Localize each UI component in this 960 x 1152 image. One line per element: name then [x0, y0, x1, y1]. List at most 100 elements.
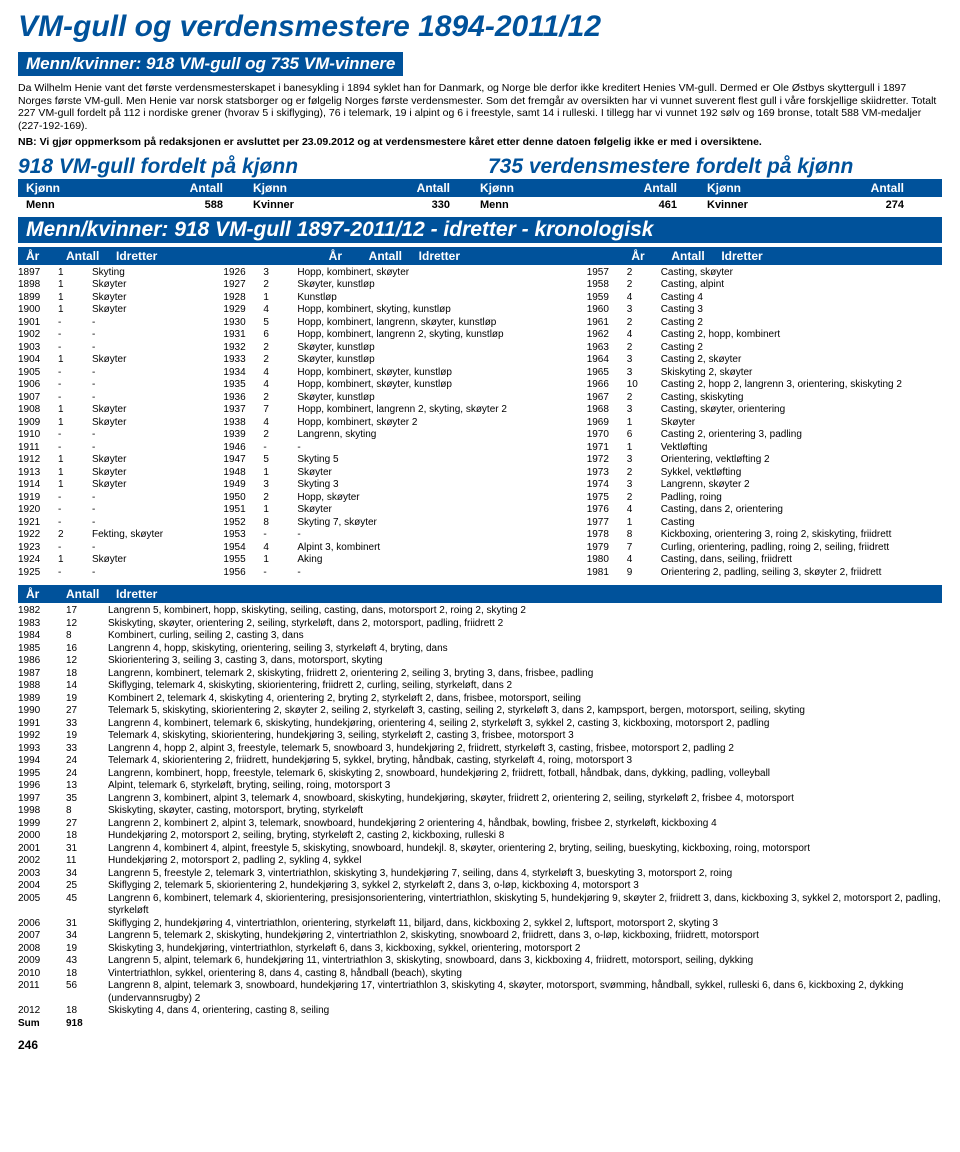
table-row: 19344Hopp, kombinert, skøyter, kunstløp: [223, 367, 578, 380]
table-row: 19788Kickboxing, orientering 3, roing 2,…: [587, 529, 942, 542]
table-row: 19752Padling, roing: [587, 492, 942, 505]
table-row: 19643Casting 2, skøyter: [587, 354, 942, 367]
table-row: 19377Hopp, kombinert, langrenn 2, skytin…: [223, 404, 578, 417]
wide-table: 198217Langrenn 5, kombinert, hopp, skisk…: [18, 605, 942, 1030]
table-row: 19804Casting, dans, seiling, friidrett: [587, 554, 942, 567]
table-row: 19222Fekting, skøyter: [18, 529, 215, 542]
table-row: 19819Orientering 2, padling, seiling 3, …: [587, 567, 942, 580]
val: Menn: [480, 199, 579, 211]
table-row: 198612Skiorientering 3, seiling 3, casti…: [18, 655, 942, 668]
table-row: 1946--: [223, 442, 578, 455]
table-row: 198718Langrenn, kombinert, telemark 2, s…: [18, 668, 942, 681]
table-row: 1923--: [18, 542, 215, 555]
table-row: 198312Skiskyting, skøyter, orientering 2…: [18, 618, 942, 631]
table-row: 19797Curling, orientering, padling, roin…: [587, 542, 942, 555]
table-row: 1919--: [18, 492, 215, 505]
table-row: 18991Skøyter: [18, 292, 215, 305]
hdr-antall: Antall: [806, 181, 935, 195]
table-row: 19354Hopp, kombinert, skøyter, kunstløp: [223, 379, 578, 392]
table-row: 19141Skøyter: [18, 479, 215, 492]
table-row: 1906--: [18, 379, 215, 392]
table-row: 198919Kombinert 2, telemark 4, skiskytin…: [18, 693, 942, 706]
table-row: 201018Vintertriathlon, sykkel, orienteri…: [18, 968, 942, 981]
hdr-antall: Antall: [125, 181, 254, 195]
table-row: 19493Skyting 3: [223, 479, 578, 492]
h-ar: År: [26, 587, 66, 601]
h-ar: År: [26, 249, 66, 263]
table-row: 19281Kunstløp: [223, 292, 578, 305]
nb-text: NB: Vi gjør oppmerksom på redaksjonen er…: [18, 136, 942, 149]
col3-header: ÅrAntallIdretter ÅrAntallIdretter ÅrAnta…: [18, 247, 942, 265]
h-id: Idretter: [116, 587, 934, 601]
table-row: 19332Skøyter, kunstløp: [223, 354, 578, 367]
table-row: 19091Skøyter: [18, 417, 215, 430]
table-row: 19706Casting 2, orientering 3, padling: [587, 429, 942, 442]
table-row: 200334Langrenn 5, freestyle 2, telemark …: [18, 868, 942, 881]
table-row: 19475Skyting 5: [223, 454, 578, 467]
table-row: 19316Hopp, kombinert, langrenn 2, skytin…: [223, 329, 578, 342]
table-row: 19305Hopp, kombinert, langrenn, skøyter,…: [223, 317, 578, 330]
table-row: 19691Skøyter: [587, 417, 942, 430]
table-row: 1910--: [18, 429, 215, 442]
table-row: 19771Casting: [587, 517, 942, 530]
table-row: 19764Casting, dans 2, orientering: [587, 504, 942, 517]
table-row: 19551Aking: [223, 554, 578, 567]
table-row: 19502Hopp, skøyter: [223, 492, 578, 505]
gender-header-row: KjønnAntall KjønnAntall KjønnAntall Kjøn…: [18, 179, 942, 197]
three-column-table: 18971Skyting18981Skøyter18991Skøyter1900…: [18, 267, 942, 580]
table-row: 19848Kombinert, curling, seiling 2, cast…: [18, 630, 942, 643]
table-row: 19041Skøyter: [18, 354, 215, 367]
table-row: 199735Langrenn 3, kombinert, alpint 3, t…: [18, 793, 942, 806]
table-row: 1907--: [18, 392, 215, 405]
table-row: 19272Skøyter, kunstløp: [223, 279, 578, 292]
table-row: 1901--: [18, 317, 215, 330]
table-row: 200211Hundekjøring 2, motorsport 2, padl…: [18, 855, 942, 868]
hdr-kjonn: Kjønn: [253, 181, 352, 195]
right-heading: 735 verdensmestere fordelt på kjønn: [488, 155, 853, 179]
table-row: 199613Alpint, telemark 6, styrkeløft, br…: [18, 780, 942, 793]
hdr-kjonn: Kjønn: [480, 181, 579, 195]
table-row: 1956--: [223, 567, 578, 580]
subheader: Menn/kvinner: 918 VM-gull og 735 VM-vinn…: [18, 52, 403, 76]
table-row: 200545Langrenn 6, kombinert, telemark 4,…: [18, 893, 942, 918]
table-row: 19131Skøyter: [18, 467, 215, 480]
table-row: 198217Langrenn 5, kombinert, hopp, skisk…: [18, 605, 942, 618]
table-row: 200131Langrenn 4, kombinert 4, alpint, f…: [18, 843, 942, 856]
table-row: 200819Skiskyting 3, hundekjøring, vinter…: [18, 943, 942, 956]
h-an: Antall: [66, 587, 116, 601]
table-row: 19743Langrenn, skøyter 2: [587, 479, 942, 492]
table-row: 1920--: [18, 504, 215, 517]
gender-value-row: Menn588 Kvinner330 Menn461 Kvinner274: [18, 197, 942, 213]
left-heading: 918 VM-gull fordelt på kjønn: [18, 155, 478, 179]
table-row: 19624Casting 2, hopp, kombinert: [587, 329, 942, 342]
table-row: 1903--: [18, 342, 215, 355]
hdr-kjonn: Kjønn: [26, 181, 125, 195]
h-id: Idretter: [116, 249, 329, 263]
table-row: 19001Skøyter: [18, 304, 215, 317]
table-row: 201218Skiskyting 4, dans 4, orientering,…: [18, 1005, 942, 1018]
table-row: 19362Skøyter, kunstløp: [223, 392, 578, 405]
page-title: VM-gull og verdensmestere 1894-2011/12: [18, 10, 942, 44]
wide-header: ÅrAntallIdretter: [18, 585, 942, 603]
table-row: 19603Casting 3: [587, 304, 942, 317]
table-row: 200943Langrenn 5, alpint, telemark 6, hu…: [18, 955, 942, 968]
h-an: Antall: [369, 249, 419, 263]
val: Kvinner: [253, 199, 352, 211]
h-an: Antall: [66, 249, 116, 263]
table-row: 1911--: [18, 442, 215, 455]
table-row: 199524Langrenn, kombinert, hopp, freesty…: [18, 768, 942, 781]
table-row: 19572Casting, skøyter: [587, 267, 942, 280]
table-row: 19263Hopp, kombinert, skøyter: [223, 267, 578, 280]
table-row: 1905--: [18, 367, 215, 380]
table-row: 18971Skyting: [18, 267, 215, 280]
h-id: Idretter: [721, 249, 934, 263]
table-row: 200734Langrenn 5, telemark 2, skiskyting…: [18, 930, 942, 943]
table-row: 19481Skøyter: [223, 467, 578, 480]
table-col: 19572Casting, skøyter19582Casting, alpin…: [587, 267, 942, 580]
table-row: 201156Langrenn 8, alpint, telemark 3, sn…: [18, 980, 942, 1005]
table-row: 1925--: [18, 567, 215, 580]
table-row: 19723Orientering, vektløfting 2: [587, 454, 942, 467]
h-an: Antall: [671, 249, 721, 263]
table-row: 19384Hopp, kombinert, skøyter 2: [223, 417, 578, 430]
table-col: 18971Skyting18981Skøyter18991Skøyter1900…: [18, 267, 215, 580]
